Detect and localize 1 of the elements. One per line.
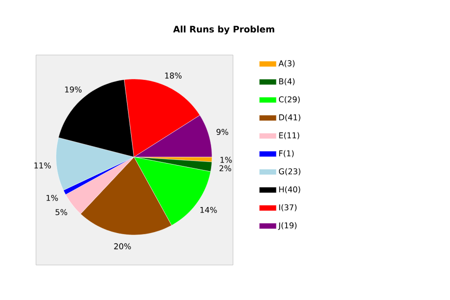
- chart-title: All Runs by Problem: [173, 26, 274, 34]
